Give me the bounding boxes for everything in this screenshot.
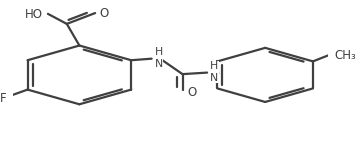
- Text: CH₃: CH₃: [334, 49, 356, 62]
- Text: H
N: H N: [210, 61, 218, 83]
- Text: O: O: [100, 7, 109, 20]
- Text: F: F: [0, 92, 6, 105]
- Text: H
N: H N: [155, 47, 163, 69]
- Text: O: O: [187, 86, 197, 99]
- Text: HO: HO: [25, 8, 43, 21]
